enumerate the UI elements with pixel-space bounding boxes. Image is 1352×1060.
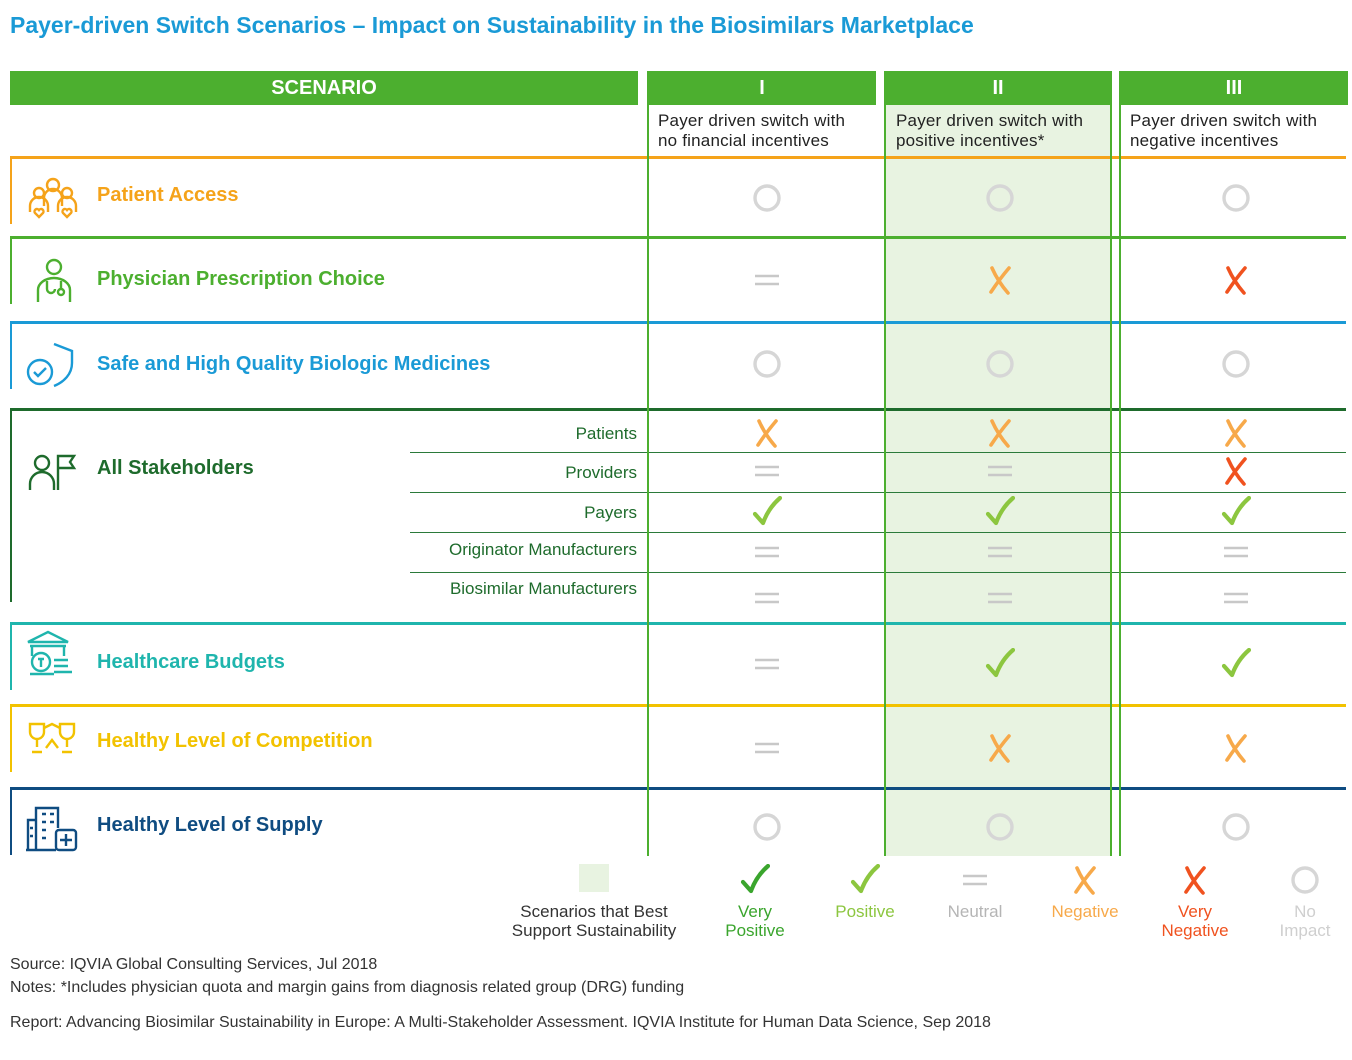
legend-very-negative-icon bbox=[1165, 862, 1225, 898]
subrow-divider bbox=[410, 452, 1346, 453]
legend-shade-swatch bbox=[579, 864, 609, 892]
rating-neutral-icon bbox=[737, 646, 797, 682]
rating-neutral-icon bbox=[737, 580, 797, 616]
section-supply bbox=[10, 787, 1346, 855]
rating-neutral-icon bbox=[970, 534, 1030, 570]
subrow-divider bbox=[410, 572, 1346, 573]
column-divider bbox=[884, 71, 886, 856]
row-label-competition: Healthy Level of Competition bbox=[97, 730, 373, 752]
rating-no-impact-icon bbox=[970, 346, 1030, 382]
rating-negative-icon bbox=[970, 415, 1030, 451]
section-healthcare-budgets bbox=[10, 622, 1346, 690]
rating-positive-icon bbox=[970, 646, 1030, 682]
subrow-label-biosimilar: Biosimilar Manufacturers bbox=[449, 579, 637, 598]
footnote: Notes: *Includes physician quota and mar… bbox=[10, 979, 685, 996]
column-header-iii: III bbox=[1120, 71, 1348, 105]
legend-label-very-negative: Very Negative bbox=[1161, 902, 1229, 940]
shield-check-icon bbox=[24, 340, 78, 388]
section-competition bbox=[10, 704, 1346, 772]
patient-group-icon bbox=[26, 176, 80, 222]
row-label-safe-medicines: Safe and High Quality Biologic Medicines bbox=[97, 353, 491, 375]
legend-label-very-positive: Very Positive bbox=[725, 902, 785, 940]
column-header-i: I bbox=[648, 71, 876, 105]
row-label-patient-access: Patient Access bbox=[97, 184, 239, 206]
legend-label-no-impact: No Impact bbox=[1279, 902, 1331, 940]
subrow-label-payers: Payers bbox=[584, 503, 637, 522]
column-description-iii: Payer driven switch with negative incenti… bbox=[1130, 111, 1318, 150]
section-all-stakeholders bbox=[10, 408, 1346, 602]
row-label-all-stakeholders: All Stakeholders bbox=[97, 457, 254, 479]
source-note: Source: IQVIA Global Consulting Services… bbox=[10, 956, 378, 973]
rating-neutral-icon bbox=[737, 262, 797, 298]
rating-neutral-icon bbox=[737, 453, 797, 489]
physician-icon bbox=[34, 258, 74, 304]
column-description-ii: Payer driven switch with positive incenti… bbox=[896, 111, 1084, 150]
rating-very-negative-icon bbox=[1206, 453, 1266, 489]
row-label-supply: Healthy Level of Supply bbox=[97, 814, 323, 836]
rating-neutral-icon bbox=[737, 730, 797, 766]
subrow-label-originator: Originator Manufacturers bbox=[448, 540, 637, 559]
rating-negative-icon bbox=[1206, 730, 1266, 766]
column-divider bbox=[647, 71, 649, 856]
rating-negative-icon bbox=[970, 730, 1030, 766]
rating-neutral-icon bbox=[1206, 580, 1266, 616]
row-label-healthcare-budgets: Healthcare Budgets bbox=[97, 651, 285, 673]
legend-very-positive-icon bbox=[725, 862, 785, 898]
column-header-ii: II bbox=[884, 71, 1112, 105]
legend-neutral-icon bbox=[945, 862, 1005, 898]
legend-negative-icon bbox=[1055, 862, 1115, 898]
rating-neutral-icon bbox=[1206, 534, 1266, 570]
subrow-label-providers: Providers bbox=[565, 463, 637, 482]
person-flag-icon bbox=[28, 452, 78, 492]
column-description-i: Payer driven switch with no financial inc… bbox=[658, 111, 846, 150]
rating-neutral-icon bbox=[737, 534, 797, 570]
rating-negative-icon bbox=[1206, 415, 1266, 451]
section-safe-medicines bbox=[10, 321, 1346, 389]
rating-very-negative-icon bbox=[1206, 262, 1266, 298]
report-citation: Report: Advancing Biosimilar Sustainabil… bbox=[10, 1014, 991, 1031]
trophy-icon bbox=[26, 718, 78, 760]
column-divider bbox=[1119, 71, 1121, 856]
rating-no-impact-icon bbox=[970, 180, 1030, 216]
legend-shade-label: Scenarios that Best Support Sustainabilit… bbox=[511, 902, 677, 940]
section-patient-access bbox=[10, 156, 1346, 224]
rating-no-impact-icon bbox=[1206, 346, 1266, 382]
row-label-physician-choice: Physician Prescription Choice bbox=[97, 268, 385, 290]
rating-no-impact-icon bbox=[737, 346, 797, 382]
legend-positive-icon bbox=[835, 862, 895, 898]
best-scenario-shade bbox=[886, 105, 1110, 856]
budget-building-icon bbox=[24, 628, 76, 676]
page-title: Payer-driven Switch Scenarios – Impact o… bbox=[10, 12, 974, 38]
legend-label-negative: Negative bbox=[1051, 902, 1119, 921]
rating-positive-icon bbox=[1206, 646, 1266, 682]
legend-no-impact-icon bbox=[1275, 862, 1335, 898]
rating-no-impact-icon bbox=[1206, 809, 1266, 845]
rating-negative-icon bbox=[970, 262, 1030, 298]
rating-no-impact-icon bbox=[737, 180, 797, 216]
legend-label-positive: Positive bbox=[835, 902, 895, 921]
legend-label-neutral: Neutral bbox=[947, 902, 1003, 921]
rating-no-impact-icon bbox=[737, 809, 797, 845]
rating-positive-icon bbox=[970, 494, 1030, 530]
rating-no-impact-icon bbox=[1206, 180, 1266, 216]
rating-no-impact-icon bbox=[970, 809, 1030, 845]
rating-neutral-icon bbox=[970, 453, 1030, 489]
rating-positive-icon bbox=[1206, 494, 1266, 530]
subrow-label-patients: Patients bbox=[575, 424, 637, 443]
scenario-header: SCENARIO bbox=[10, 71, 638, 105]
section-physician-choice bbox=[10, 236, 1346, 304]
subrow-divider bbox=[410, 492, 1346, 493]
rating-neutral-icon bbox=[970, 580, 1030, 616]
rating-negative-icon bbox=[737, 415, 797, 451]
hospital-icon bbox=[24, 804, 80, 852]
subrow-divider bbox=[410, 532, 1346, 533]
column-divider bbox=[1110, 71, 1112, 856]
rating-positive-icon bbox=[737, 494, 797, 530]
